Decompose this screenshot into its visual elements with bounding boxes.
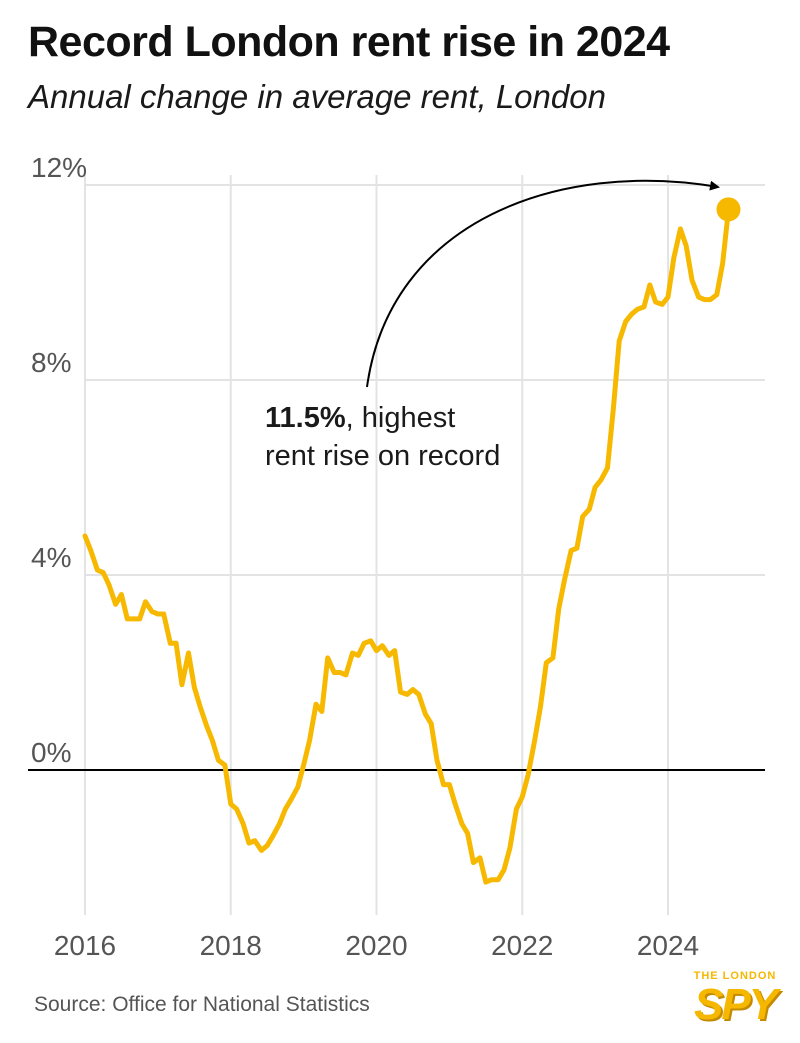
x-tick-label-2016: 2016 [54,930,116,961]
chart-subtitle: Annual change in average rent, London [28,78,606,115]
highlight-point [716,197,741,222]
y-tick-label-12: 12% [31,152,87,183]
chart-title: Record London rent rise in 2024 [28,18,670,66]
y-tick-label-8: 8% [31,347,71,378]
logo-main-text: SPY [693,980,778,1029]
source-note: Source: Office for National Statistics [34,993,370,1016]
annotation-arrow [366,179,720,388]
annotation-line-2: rent rise on record [265,440,500,472]
series-line-rent-change [82,206,731,885]
the-london-spy-logo: THE LONDON SPY [686,970,784,1036]
annotation-line-1: 11.5%, highest [265,402,455,434]
x-tick-label-2022: 2022 [491,930,553,961]
y-tick-label-0: 0% [31,737,71,768]
x-tick-label-2018: 2018 [200,930,262,961]
logo-small-text: THE LONDON [693,970,777,982]
annotation-line-1-rest: , highest [346,402,456,434]
y-tick-label-4: 4% [31,542,71,573]
x-tick-label-2024: 2024 [637,930,699,961]
annotation-bold-value: 11.5% [265,402,346,434]
axis-labels: 2016 2018 2020 2022 2024 0% 4% 8% 12% [31,152,699,961]
x-tick-label-2020: 2020 [345,930,407,961]
grid-lines [84,175,765,915]
